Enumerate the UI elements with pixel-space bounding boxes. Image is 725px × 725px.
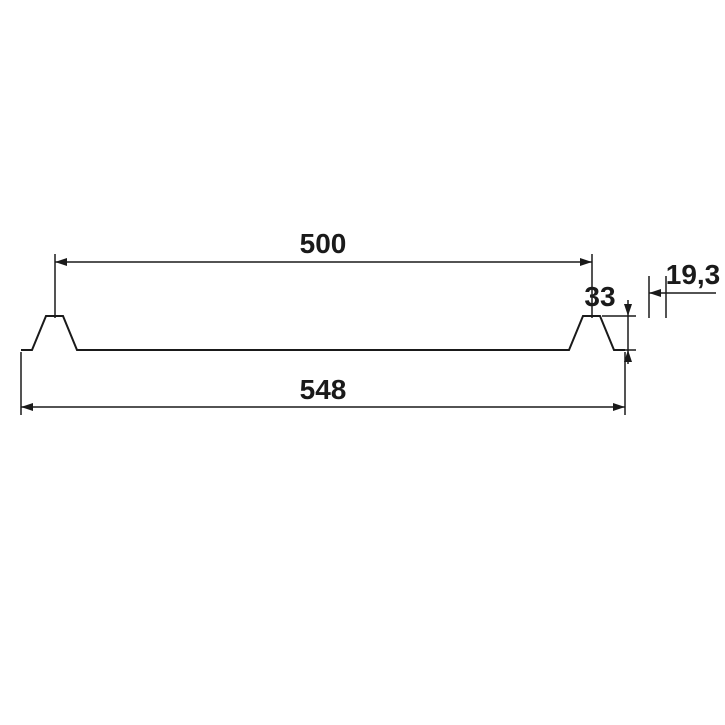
profile-svg: 500 548 33 19,3 — [0, 0, 725, 725]
dimension-548: 548 — [21, 352, 625, 415]
dim-label-19-3: 19,3 — [666, 259, 721, 290]
sheet-profile — [21, 316, 625, 350]
diagram-canvas: 500 548 33 19,3 — [0, 0, 725, 725]
dimension-33: 33 — [584, 281, 636, 364]
dimension-19-3: 19,3 — [649, 259, 720, 318]
dimension-500: 500 — [55, 228, 592, 318]
dim-label-500: 500 — [300, 228, 347, 259]
dim-label-548: 548 — [300, 374, 347, 405]
dim-label-33: 33 — [584, 281, 615, 312]
